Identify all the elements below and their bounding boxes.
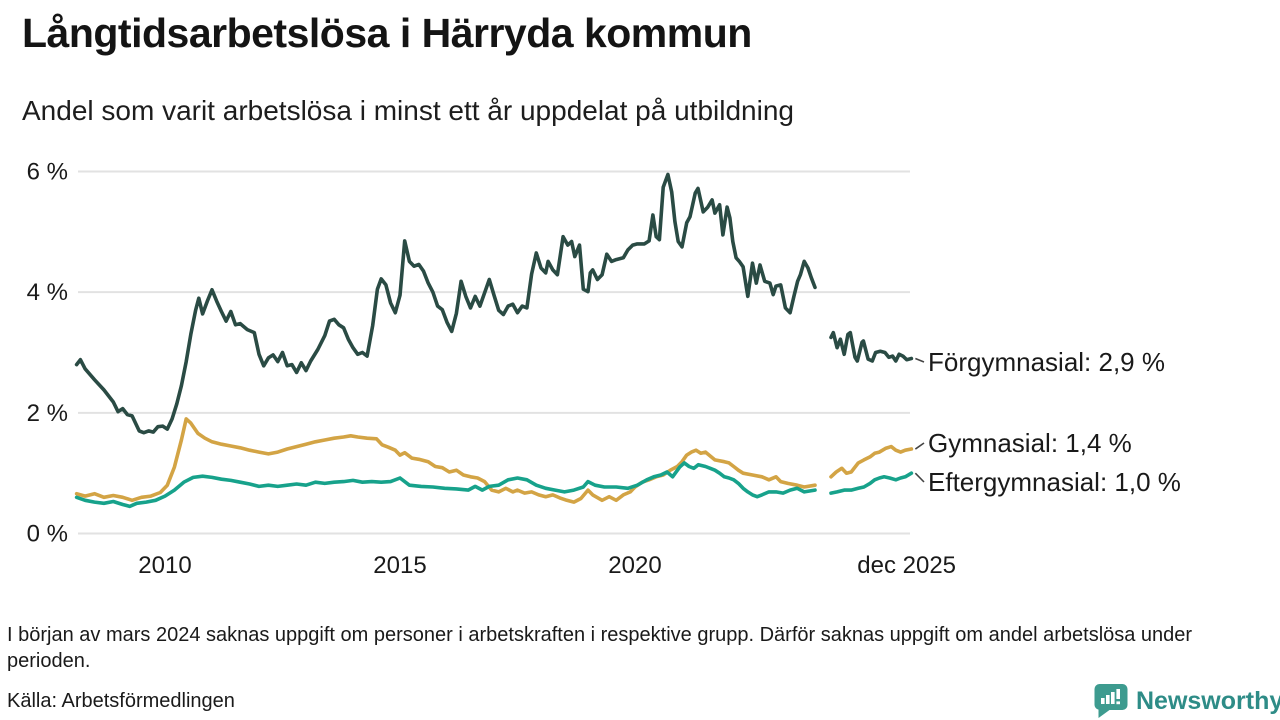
series-line-gymnasial bbox=[74, 417, 817, 504]
logo-bar-2 bbox=[1106, 695, 1110, 704]
x-tick-label: 2015 bbox=[373, 552, 426, 579]
logo-bar-3 bbox=[1111, 692, 1115, 704]
series-label-gymnasial: Gymnasial: 1,4 % bbox=[928, 428, 1132, 458]
series-label-connector bbox=[914, 472, 925, 483]
x-tick-label: 2020 bbox=[608, 552, 661, 579]
line-chart-canvas: 0 % 2 % 4 % 6 % 2010 2015 2020 dec 2025 Förgymna… bbox=[27, 159, 1181, 579]
x-tick-label: dec 2025 bbox=[857, 552, 956, 579]
page-title: Långtidsarbetslösa i Härryda kommun bbox=[22, 10, 752, 56]
series-label-forgymnasial: Förgymnasial: 2,9 % bbox=[928, 347, 1165, 377]
series-line-eftergymnasial bbox=[74, 461, 817, 509]
series-line-forgymnasial bbox=[829, 330, 914, 363]
page-subtitle: Andel som varit arbetslösa i minst ett å… bbox=[22, 95, 794, 126]
series-line-eftergymnasial bbox=[829, 471, 914, 495]
newsworthy-wordmark: Newsworthy bbox=[1136, 686, 1280, 715]
y-tick-label: 2 % bbox=[27, 400, 68, 427]
y-tick-label: 6 % bbox=[27, 159, 68, 186]
logo-exclamation-bar bbox=[1116, 689, 1120, 699]
y-tick-label: 4 % bbox=[27, 279, 68, 306]
y-tick-label: 0 % bbox=[27, 521, 68, 548]
newsworthy-logo-icon bbox=[1094, 684, 1128, 718]
x-tick-label: 2010 bbox=[138, 552, 191, 579]
series-line-forgymnasial bbox=[74, 172, 817, 435]
series-line-gymnasial bbox=[829, 444, 914, 479]
newsworthy-logo[interactable]: Newsworthy bbox=[1094, 683, 1280, 719]
series-label-connector bbox=[915, 357, 925, 363]
chart-footnote: I början av mars 2024 saknas uppgift om … bbox=[7, 624, 1193, 672]
series-label-connector bbox=[914, 442, 925, 450]
logo-bar-1 bbox=[1101, 698, 1105, 704]
logo-exclamation-dot bbox=[1116, 701, 1120, 705]
source-attribution: Källa: Arbetsförmedlingen bbox=[7, 690, 235, 712]
series-label-eftergymnasial: Eftergymnasial: 1,0 % bbox=[928, 467, 1181, 497]
